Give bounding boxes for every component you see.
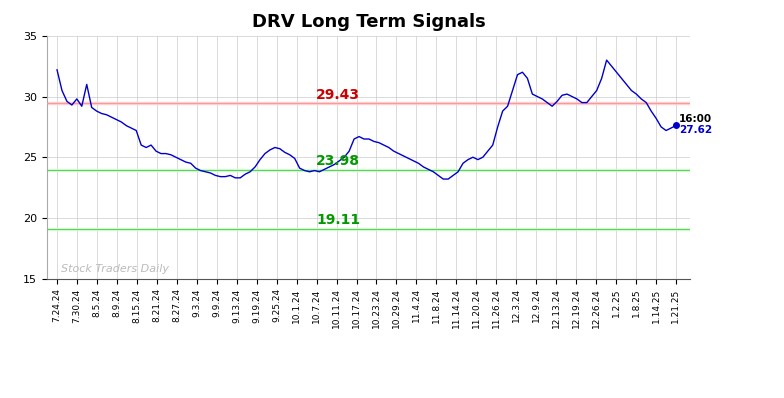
Text: 23.98: 23.98 bbox=[316, 154, 360, 168]
Text: 16:00: 16:00 bbox=[679, 114, 712, 124]
Bar bbox=[47, 102, 690, 104]
Text: Stock Traders Daily: Stock Traders Daily bbox=[61, 264, 169, 274]
Bar bbox=[47, 228, 690, 230]
Text: 27.62: 27.62 bbox=[679, 125, 712, 135]
Bar bbox=[47, 169, 690, 171]
Text: 19.11: 19.11 bbox=[316, 213, 360, 227]
Title: DRV Long Term Signals: DRV Long Term Signals bbox=[252, 14, 485, 31]
Text: 29.43: 29.43 bbox=[316, 88, 360, 101]
